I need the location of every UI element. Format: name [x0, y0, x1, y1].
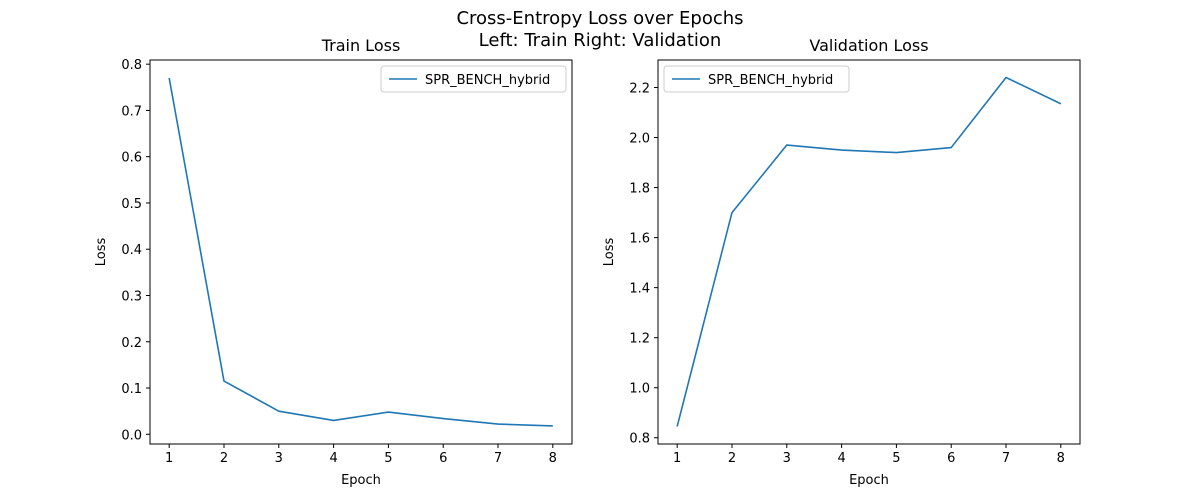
validation-x-tick-label: 1: [673, 451, 681, 466]
train-axes-frame: [149, 59, 573, 445]
validation-loss-panel: Validation Loss 1 2 3 4 5 6 7 8 0.8 1.0 1.2 1.4 1.6 1.…: [602, 36, 1081, 488]
train-x-tick-label: 5: [384, 451, 392, 466]
validation-legend-label: SPR_BENCH_hybrid: [708, 73, 833, 88]
train-x-tick-label: 6: [439, 451, 447, 466]
train-series-line: [168, 77, 553, 427]
train-legend-box: [380, 65, 567, 93]
validation-x-tick-label: 2: [728, 451, 736, 466]
validation-x-tick-label: 5: [892, 451, 900, 466]
figure-title-line2: Left: Train Right: Validation: [478, 30, 722, 51]
train-chart-title: Train Loss: [321, 36, 401, 55]
train-x-tick-label: 1: [165, 451, 173, 466]
train-x-tick-label: 3: [275, 451, 283, 466]
validation-y-axis-label: Loss: [602, 238, 617, 267]
validation-x-tick-label: 8: [1057, 451, 1065, 466]
validation-chart-title: Validation Loss: [809, 36, 928, 55]
validation-y-tick-label: 0.8: [629, 432, 650, 447]
validation-x-tick-label: 3: [783, 451, 791, 466]
train-x-tick-label: 4: [329, 451, 337, 466]
validation-x-tick-label: 4: [837, 451, 845, 466]
train-x-tick-label: 7: [494, 451, 502, 466]
validation-series-line: [676, 76, 1062, 427]
train-y-tick-label: 0.4: [121, 243, 142, 258]
train-x-axis-label: Epoch: [341, 473, 381, 488]
validation-y-tick-label: 1.6: [629, 232, 650, 247]
validation-x-tick-label: 6: [947, 451, 955, 466]
train-y-tick-label: 0.6: [121, 151, 142, 166]
train-y-tick-label: 0.1: [121, 382, 142, 397]
validation-y-tick-label: 1.4: [629, 282, 650, 297]
train-y-axis-label: Loss: [94, 238, 109, 267]
validation-x-axis-label: Epoch: [849, 473, 889, 488]
validation-y-tick-label: 1.2: [629, 332, 650, 347]
train-y-tick-label: 0.0: [121, 428, 142, 443]
validation-y-tick-label: 2.2: [629, 82, 650, 97]
validation-y-tick-label: 2.0: [629, 132, 650, 147]
train-y-tick-label: 0.2: [121, 336, 142, 351]
train-y-tick-label: 0.3: [121, 289, 142, 304]
train-x-tick-label: 8: [549, 451, 557, 466]
train-x-tick-label: 2: [220, 451, 228, 466]
train-legend-label: SPR_BENCH_hybrid: [425, 73, 550, 88]
train-loss-panel: Train Loss 1 2 3 4 5 6 7 8 0.0 0.1 0.2 0.3 0.4 0.5 0.6 0…: [94, 36, 573, 488]
train-y-tick-label: 0.8: [121, 58, 142, 73]
validation-legend-box: [663, 65, 850, 93]
train-y-tick-label: 0.5: [121, 197, 142, 212]
validation-y-tick-label: 1.0: [629, 382, 650, 397]
train-y-tick-label: 0.7: [121, 104, 142, 119]
validation-x-tick-label: 7: [1002, 451, 1010, 466]
validation-axes-frame: [657, 59, 1081, 445]
validation-y-tick-label: 1.8: [629, 182, 650, 197]
figure-title-line1: Cross-Entropy Loss over Epochs: [456, 8, 744, 29]
